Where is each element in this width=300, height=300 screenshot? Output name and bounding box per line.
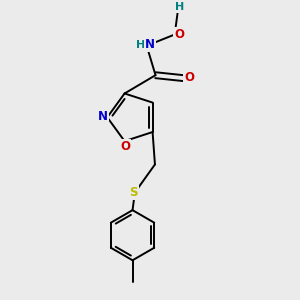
- Text: O: O: [174, 28, 184, 41]
- Text: S: S: [130, 186, 138, 199]
- Text: H: H: [136, 40, 145, 50]
- Text: O: O: [120, 140, 130, 153]
- Text: H: H: [175, 2, 184, 12]
- Text: N: N: [145, 38, 155, 51]
- Text: O: O: [184, 71, 194, 84]
- Text: N: N: [98, 110, 108, 123]
